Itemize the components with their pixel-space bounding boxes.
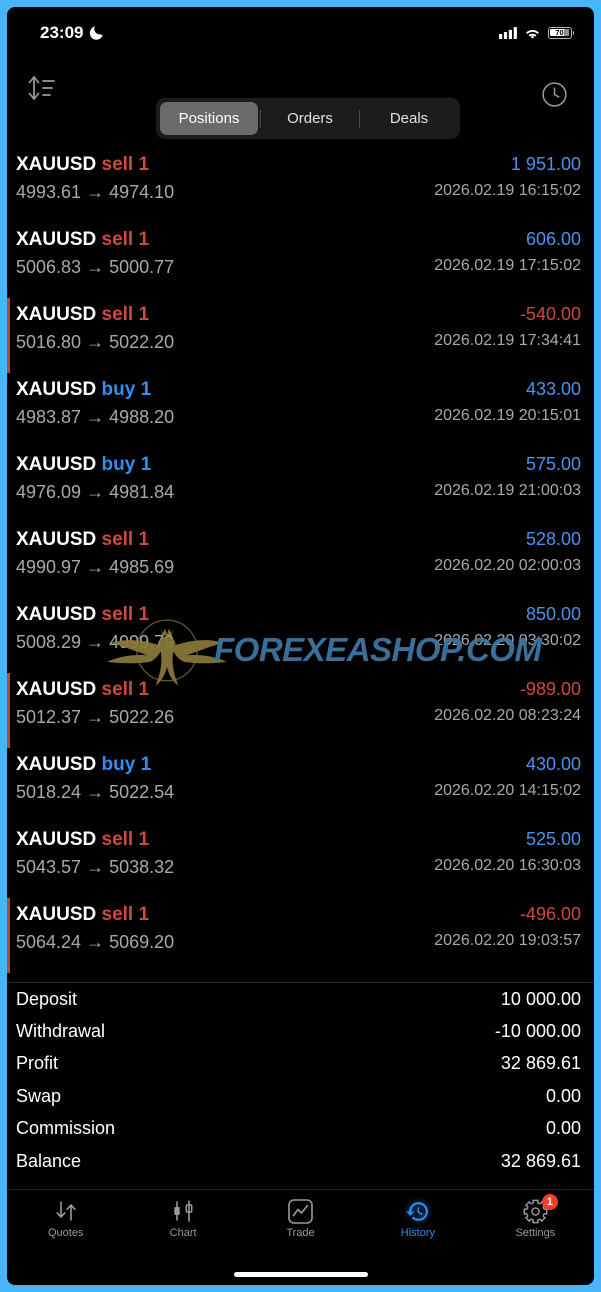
svg-text:70: 70 bbox=[556, 29, 564, 36]
